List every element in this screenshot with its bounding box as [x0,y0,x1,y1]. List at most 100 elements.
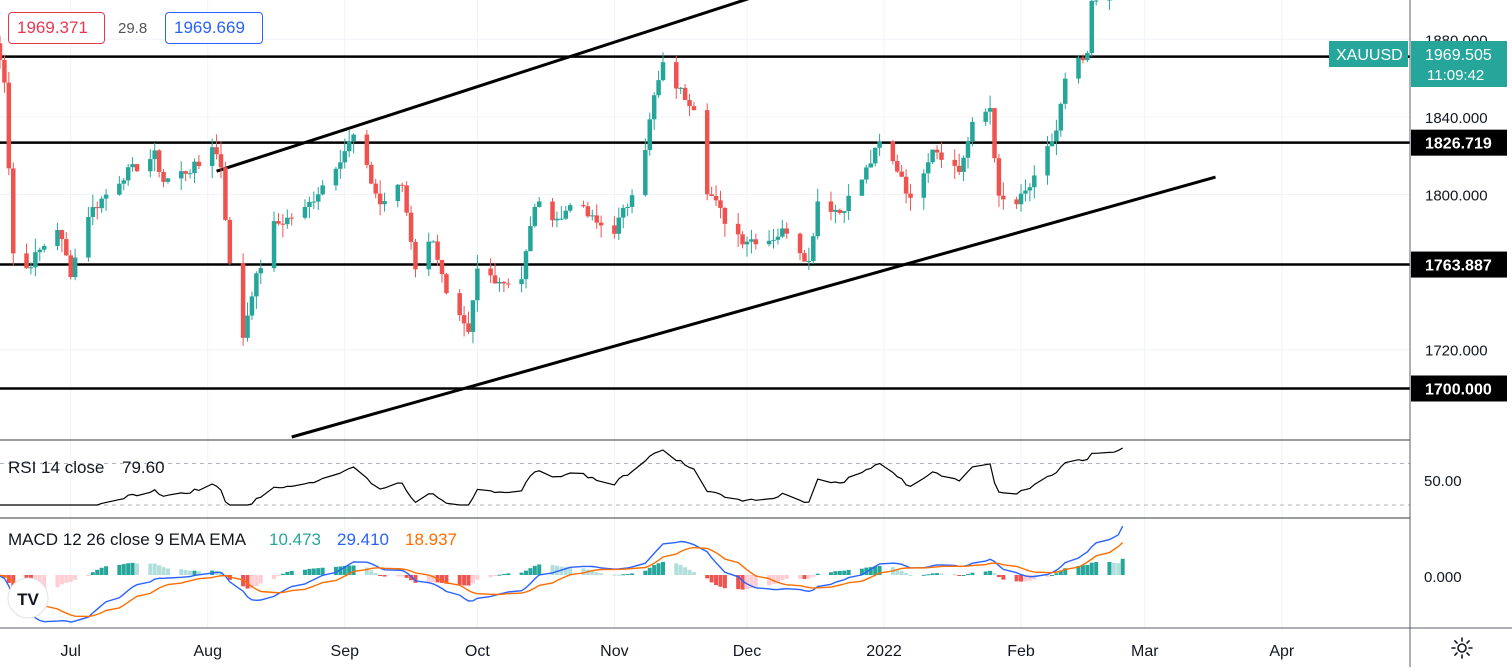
candle [461,306,467,337]
candle [369,161,374,185]
symbol-tag[interactable]: XAUUSD [1329,41,1408,67]
candle-body [1080,57,1086,61]
candle [833,204,838,224]
candle-body [722,207,728,224]
settings-gear-icon[interactable] [1450,636,1474,665]
candle-body [828,201,834,212]
macd-histogram-bar [302,569,307,575]
candle-body [497,281,502,284]
candle-body [466,323,471,332]
sell-price-box[interactable]: 1969.371 [8,12,105,44]
candle [709,186,714,197]
candle [1076,55,1081,84]
candle [1045,136,1050,185]
macd-histogram-bar [1107,562,1112,575]
macd-histogram-bar [55,575,60,588]
candle [240,253,246,346]
macd-histogram-bar [930,573,935,575]
candle-body [395,184,401,202]
candle [333,166,339,191]
trendline-channel-lower[interactable] [291,175,1216,439]
candle-body [373,183,378,194]
macd-histogram-bar [550,565,555,575]
trendline-channel-upper[interactable] [216,0,1114,173]
candle [90,194,96,226]
macd-legend-label: MACD 12 26 close 9 EMA EMA [8,530,247,549]
macd-histogram-bar [409,575,414,581]
candle-body [1049,141,1055,147]
candle-body [302,207,308,218]
candle-body [780,228,785,237]
macd-histogram-bar [895,569,900,575]
candle-body [647,119,652,151]
macd-histogram-bar [532,565,537,575]
time-axis-label: Jul [60,643,80,660]
candle-body [333,168,339,186]
candle [315,187,321,210]
macd-histogram-bar [983,571,988,575]
candle-body [612,225,617,234]
candle-body [625,206,630,208]
candle-body [178,171,184,179]
macd-histogram-bar [904,573,909,575]
candle [130,157,135,172]
macd-histogram-bar [740,575,745,590]
candle-body [802,253,807,262]
candle [249,291,255,320]
rsi-legend-label: RSI 14 close [8,458,104,477]
candle [523,249,529,289]
candle [629,189,635,214]
macd-histogram-bar [64,575,69,583]
candle [647,112,652,156]
candle-body [435,241,440,260]
candle-body [192,161,197,174]
candle-body [1018,193,1024,205]
macd-histogram-bar [382,575,387,577]
candle [567,203,573,213]
candle [11,162,16,266]
candle [554,211,560,228]
candle [68,250,73,280]
candle-body [713,196,719,201]
candle-body [996,158,1002,196]
macd-histogram-bar [135,563,140,575]
macd-histogram-bar [988,570,993,575]
macd-pane [0,525,1125,623]
candle-body [55,229,60,246]
candle-body [753,239,759,245]
candle [121,178,127,191]
candle [64,232,69,256]
tv-logo[interactable]: TV [7,577,49,619]
macd-histogram-bar [1049,574,1054,576]
price-axis-tick: 1840.000 [1425,110,1488,127]
macd-histogram-bar [1116,563,1121,575]
candle [218,141,224,179]
candle [846,183,851,220]
candle-body [148,159,153,172]
candle-body [28,267,34,269]
candle [1023,179,1028,202]
macd-histogram-bar [73,575,78,580]
macd-histogram-bar [249,575,254,589]
macd-histogram-bar [674,563,679,575]
candle-body [338,162,343,169]
candle-body [227,219,233,264]
candle [925,153,931,183]
candle-body [656,80,661,96]
macd-histogram-bar [95,569,100,575]
candle [94,201,100,220]
macd-histogram-bar [258,575,263,584]
macd-histogram-bar [11,575,16,591]
macd-histogram-bar [798,575,803,579]
candle-body [382,201,387,205]
candle [307,196,312,219]
candle [227,217,233,265]
macd-histogram-bar [842,570,847,575]
countdown-value: 11:09:42 [1427,67,1484,84]
buy-price-box[interactable]: 1969.669 [165,12,263,44]
time-axis[interactable]: Jul Aug Sep Oct Nov Dec 2022 Feb Mar Apr [60,643,1294,660]
candle [612,216,617,239]
candle [1014,196,1019,209]
candle-body [841,211,847,213]
